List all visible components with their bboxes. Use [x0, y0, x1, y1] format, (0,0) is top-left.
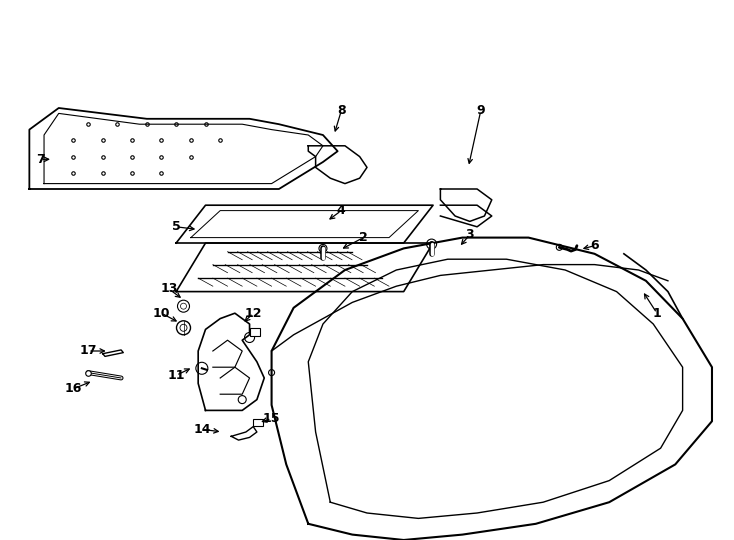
Text: 9: 9	[476, 104, 485, 117]
Text: 2: 2	[359, 231, 368, 244]
Text: 10: 10	[153, 307, 170, 320]
Text: 17: 17	[79, 345, 97, 357]
Text: 8: 8	[337, 104, 346, 117]
Text: 1: 1	[653, 307, 661, 320]
Text: 4: 4	[337, 204, 346, 217]
Text: 3: 3	[465, 228, 474, 241]
Text: 13: 13	[160, 282, 178, 295]
Text: 14: 14	[193, 423, 211, 436]
Text: 12: 12	[244, 307, 262, 320]
Text: 6: 6	[590, 239, 599, 252]
Text: 11: 11	[167, 369, 185, 382]
Text: 7: 7	[36, 153, 45, 166]
Text: 15: 15	[263, 412, 280, 425]
Text: 16: 16	[65, 382, 82, 395]
Bar	[250, 328, 260, 336]
Polygon shape	[103, 350, 123, 356]
Text: 5: 5	[172, 220, 181, 233]
Bar	[253, 418, 264, 426]
